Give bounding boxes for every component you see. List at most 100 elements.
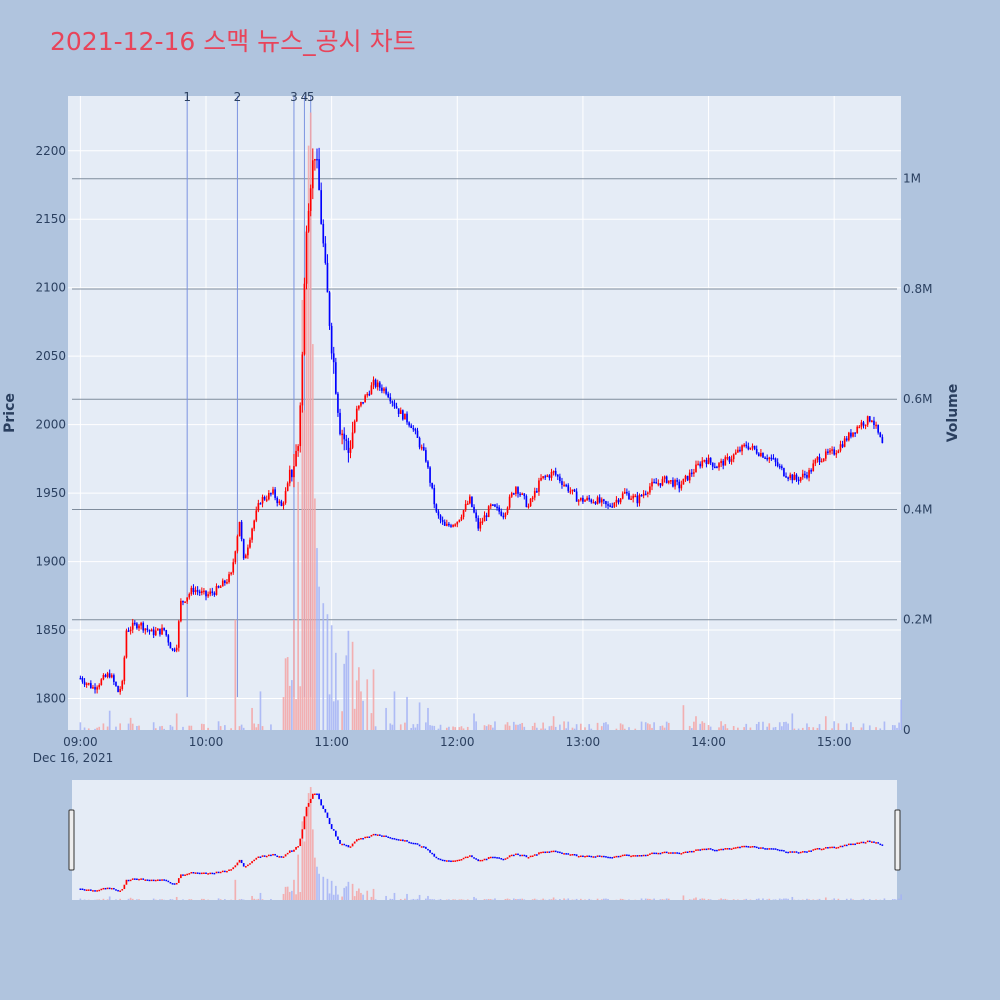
mini-candle [353,841,356,844]
mini-candle [466,856,469,859]
volume-bar [108,710,111,730]
volume-bar [79,722,82,730]
candle-body [582,497,584,502]
candle-body [762,452,764,458]
candle-body [579,497,582,501]
candle-body [217,586,220,588]
mini-candle [345,844,348,847]
candle-body [506,507,509,514]
mini-candle [623,854,626,856]
mini-volume-bar [521,898,524,900]
candle-body [395,406,398,409]
mini-volume-bar [341,896,343,900]
mini-candle [196,872,199,874]
mini-volume-bar [305,809,308,900]
candle-body [701,460,704,467]
volume-bar [131,723,134,730]
volume-bar [138,725,140,730]
mini-volume-bar [766,899,769,900]
mini-candle [349,846,352,848]
candle-body [349,447,352,453]
mini-candle [772,848,775,850]
candle-body [106,673,109,677]
mini-volume-bar [253,898,256,900]
candle-body [374,379,377,387]
mini-candle [799,851,802,854]
volume-bar [161,725,163,730]
volume-bar [253,723,256,730]
mini-candle [670,852,672,854]
volume-bar [816,727,819,730]
volume-bar [431,725,433,730]
mini-candle [274,853,276,856]
candle-body [272,489,274,494]
candle-body [552,470,555,473]
volume-bar [462,728,465,730]
mini-volume-bar [257,898,260,900]
volume-bar [328,694,331,730]
mini-candle [471,855,473,858]
candle-body [90,683,92,689]
mini-candle [525,855,528,858]
mini-candle [871,841,873,843]
mini-volume-bar [542,898,544,900]
candle-body [161,627,163,635]
rangeslider-left-handle[interactable] [68,809,75,871]
mini-candle [416,843,419,845]
candle-body [498,507,500,512]
mini-candle [180,874,182,879]
mini-candle [793,851,796,853]
mini-candle [734,847,737,849]
volume-bar [605,722,607,730]
mini-candle [688,850,691,853]
mini-volume-bar [661,899,664,900]
mini-volume-bar [370,896,373,900]
candle-body [372,379,375,386]
mini-candle [255,857,258,860]
volume-bar [573,728,576,730]
candle-body [661,478,664,486]
volume-bar [579,723,582,730]
mini-candle [236,862,239,866]
candle-body [527,506,530,508]
volume-bar [154,728,157,730]
mini-candle [791,851,794,853]
x-tick-label: 14:00 [691,735,726,749]
candle-body [743,444,745,447]
candle-body [230,572,232,575]
volume-bar [875,727,877,730]
candle-body [182,600,184,603]
candle-body [609,505,611,507]
candle-body [644,493,647,496]
mini-volume-bar [550,899,553,900]
mini-candle [663,851,666,854]
candle-body [667,480,670,483]
candle-body [718,463,720,468]
rangeslider-right-handle[interactable] [894,809,901,871]
candle-body [538,480,540,492]
volume-bar [755,724,758,730]
volume-bar [896,727,898,730]
mini-volume-bar [845,898,848,900]
candle-body [169,642,172,649]
mini-candle [205,872,207,875]
volume-bar [619,723,622,730]
mini-candle [521,854,524,857]
candle-body [565,484,567,487]
volume-bar [282,697,285,730]
mini-candle [848,843,850,846]
mini-volume-bar [307,793,310,900]
candle-body [332,353,335,363]
candle-body [502,515,505,518]
mini-candle [261,855,264,857]
mini-volume-bar [404,898,406,900]
main-plot-background [68,96,901,730]
mini-candle [150,879,153,882]
mini-candle [824,847,827,849]
candle-body [420,446,423,449]
candle-body [87,683,90,685]
mini-candle [376,834,379,836]
volume-bar [316,548,318,730]
mini-volume-bar [487,898,490,900]
mini-candle [408,841,410,844]
